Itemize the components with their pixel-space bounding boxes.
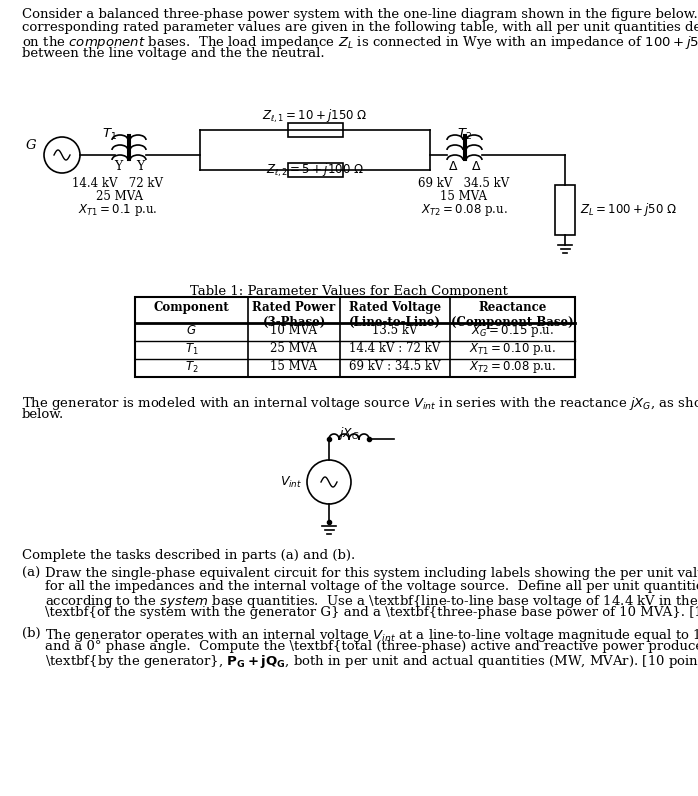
Text: 25 MVA: 25 MVA [96,190,144,203]
Text: according to the $\it{system}$ base quantities.  Use a \textbf{line-to-line base: according to the $\it{system}$ base quan… [45,593,698,610]
Text: $X_{T1} = 0.10$ p.u.: $X_{T1} = 0.10$ p.u. [469,341,556,357]
Text: The generator operates with an internal voltage $V_{int}$ at a line-to-line volt: The generator operates with an internal … [45,627,698,644]
Text: 10 MVA: 10 MVA [271,325,318,338]
Text: $X_{T1} = 0.1$ p.u.: $X_{T1} = 0.1$ p.u. [78,202,158,218]
Text: 25 MVA: 25 MVA [271,342,318,356]
Text: $\Delta$: $\Delta$ [448,160,458,173]
Text: $\Delta$: $\Delta$ [470,160,481,173]
Text: between the line voltage and the the neutral.: between the line voltage and the the neu… [22,47,325,60]
Text: G: G [25,139,36,152]
Text: $V_{int}$: $V_{int}$ [280,474,302,490]
Text: $Z_L = 100 + j50\ \Omega$: $Z_L = 100 + j50\ \Omega$ [580,201,677,218]
Text: $X_{T2} = 0.08$ p.u.: $X_{T2} = 0.08$ p.u. [420,202,507,218]
Text: for all the impedances and the internal voltage of the voltage source.  Define a: for all the impedances and the internal … [45,580,698,593]
Text: \textbf{by the generator}, $\mathbf{P_G + jQ_G}$, both in per unit and actual qu: \textbf{by the generator}, $\mathbf{P_G … [45,653,698,670]
Text: $X_G = 0.15$ p.u.: $X_G = 0.15$ p.u. [471,323,554,339]
Text: 14.4 kV : 72 kV: 14.4 kV : 72 kV [350,342,440,356]
Text: corresponding rated parameter values are given in the following table, with all : corresponding rated parameter values are… [22,21,698,34]
Text: and a 0° phase angle.  Compute the \textbf{total (three-phase) active and reacti: and a 0° phase angle. Compute the \textb… [45,640,698,653]
Text: Y: Y [114,160,122,173]
Text: (a): (a) [22,567,40,580]
Text: Table 1: Parameter Values for Each Component: Table 1: Parameter Values for Each Compo… [190,285,508,298]
FancyBboxPatch shape [288,123,343,137]
Text: 14.4 kV   72 kV: 14.4 kV 72 kV [73,177,163,190]
FancyBboxPatch shape [555,185,575,235]
Text: 13.5 kV: 13.5 kV [372,325,417,338]
FancyBboxPatch shape [135,297,575,377]
Text: $Z_{\ell,1} = 10 + j150\ \Omega$: $Z_{\ell,1} = 10 + j150\ \Omega$ [262,107,368,125]
Text: (b): (b) [22,627,40,640]
Text: Component: Component [154,301,230,314]
Text: The generator is modeled with an internal voltage source $V_{int}$ in series wit: The generator is modeled with an interna… [22,395,698,412]
Text: Draw the single-phase equivalent circuit for this system including labels showin: Draw the single-phase equivalent circuit… [45,567,698,580]
Text: $jX_G$: $jX_G$ [338,425,360,442]
Text: $T_1$: $T_1$ [185,341,198,357]
Text: Rated Voltage
(Line-to-Line): Rated Voltage (Line-to-Line) [349,301,441,329]
Text: $G$: $G$ [186,325,197,338]
Text: Consider a balanced three-phase power system with the one-line diagram shown in : Consider a balanced three-phase power sy… [22,8,698,21]
Text: $Z_{\ell,2} = 5 + j100\ \Omega$: $Z_{\ell,2} = 5 + j100\ \Omega$ [266,162,364,179]
Text: $T_2$: $T_2$ [185,360,198,375]
Text: 69 kV   34.5 kV: 69 kV 34.5 kV [418,177,510,190]
Text: Complete the tasks described in parts (a) and (b).: Complete the tasks described in parts (a… [22,549,355,562]
Text: Y: Y [136,160,144,173]
Text: 69 kV : 34.5 kV: 69 kV : 34.5 kV [349,361,440,373]
Text: Rated Power
(3-Phase): Rated Power (3-Phase) [253,301,336,329]
Text: below.: below. [22,408,64,421]
Text: $X_{T2} = 0.08$ p.u.: $X_{T2} = 0.08$ p.u. [469,359,556,375]
Text: 15 MVA: 15 MVA [440,190,487,203]
Text: $T_2$: $T_2$ [456,127,472,142]
Text: \textbf{of the system with the generator G} and a \textbf{three-phase base power: \textbf{of the system with the generator… [45,606,698,619]
Text: Reactance
(Component Base): Reactance (Component Base) [451,301,574,329]
FancyBboxPatch shape [288,163,343,177]
Text: $T_1$: $T_1$ [103,127,117,142]
Text: 15 MVA: 15 MVA [271,361,318,373]
Text: on the $\it{component}$ bases.  The load impedance $Z_L$ is connected in Wye wit: on the $\it{component}$ bases. The load … [22,34,698,51]
